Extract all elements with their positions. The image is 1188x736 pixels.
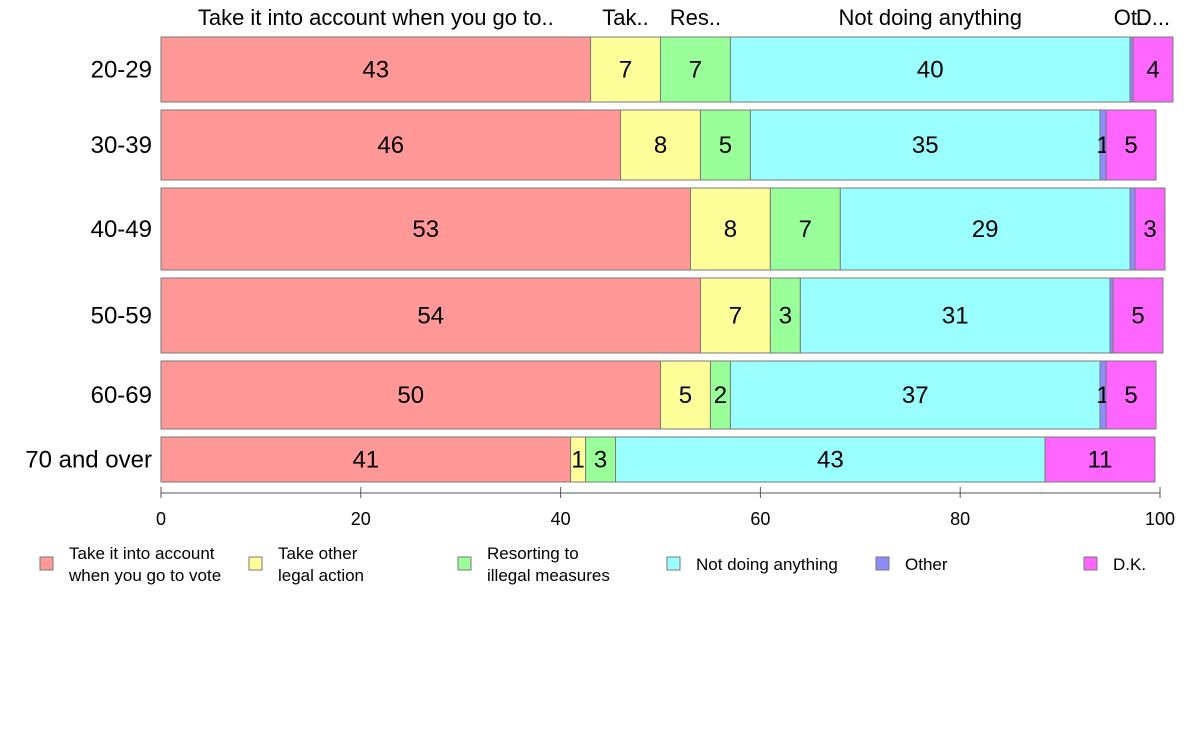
- column-header: D...: [1136, 5, 1170, 30]
- segment-value-label: 7: [729, 303, 742, 330]
- legend: Take it into account when you go to vote T…: [39, 544, 1146, 585]
- column-header: Take it into account when you go to..: [198, 5, 554, 30]
- x-tick-label: 80: [950, 509, 970, 529]
- bar-segment: [1132, 36, 1174, 103]
- category-label: 50-59: [91, 303, 152, 330]
- segment-value-label: 54: [417, 303, 444, 330]
- legend-label: legal action: [278, 566, 364, 585]
- x-tick-label: 60: [750, 509, 770, 529]
- segment-value-label: 8: [654, 132, 667, 159]
- bar-segment: [839, 187, 1131, 271]
- bar-segment: [689, 187, 771, 271]
- bar-segment: [1044, 436, 1156, 483]
- bar-segment: [1105, 109, 1157, 181]
- bar-segment: [160, 187, 691, 271]
- bar-segment: [729, 360, 1101, 430]
- segment-value-label: 7: [689, 57, 702, 84]
- segment-value-label: 31: [942, 303, 969, 330]
- bar-segment: [160, 277, 701, 354]
- bar-segment: [585, 436, 617, 483]
- legend-swatch: [875, 556, 890, 571]
- segment-value-label: 5: [679, 382, 692, 409]
- segment-value-label: 11: [1088, 447, 1113, 474]
- legend-swatch: [1083, 556, 1098, 571]
- column-header: Res..: [670, 5, 721, 30]
- bar-segment: [160, 360, 661, 430]
- bar-segment: [699, 109, 751, 181]
- bar-segment: [160, 36, 592, 103]
- row-labels: 20-29 30-39 40-49 50-59 60-69 70 and over: [25, 57, 152, 474]
- bar-segment: [620, 109, 701, 181]
- segment-value-label: 35: [912, 132, 939, 159]
- category-label: 40-49: [91, 216, 152, 243]
- segment-value-label: 7: [619, 57, 632, 84]
- bar-segment: [729, 36, 1131, 103]
- legend-swatch: [457, 556, 472, 571]
- bar-segment: [1112, 277, 1164, 354]
- legend-swatch: [666, 556, 681, 571]
- category-label: 60-69: [91, 382, 152, 409]
- x-tick-label: 40: [551, 509, 571, 529]
- bar-segment: [660, 360, 711, 430]
- column-header: Tak..: [602, 5, 648, 30]
- bar-segment: [769, 187, 841, 271]
- segment-value-label: 43: [817, 447, 844, 474]
- segment-value-label: 50: [397, 382, 424, 409]
- bar-segment: [699, 277, 771, 354]
- bar-segment: [660, 36, 731, 103]
- bar-segment: [799, 277, 1111, 354]
- bars: 43 7 7 40 446 8 5 35 1 553 8 7 29 354 7 3 31 550 5 2 37 1 541 1…: [160, 36, 1174, 483]
- segment-value-label: 53: [412, 216, 439, 243]
- bar-segment: [1105, 360, 1157, 430]
- bar-segment: [590, 36, 662, 103]
- segment-value-label: 40: [917, 57, 944, 84]
- segment-value-label: 3: [594, 447, 607, 474]
- legend-label: illegal measures: [487, 566, 610, 585]
- column-header: Ot..: [1114, 5, 1149, 30]
- x-axis: 0 20 40 60 80 100: [156, 487, 1175, 529]
- bar-segment: [1129, 187, 1136, 271]
- legend-label: D.K.: [1113, 555, 1146, 574]
- x-tick-label: 100: [1145, 509, 1175, 529]
- segment-value-label: 3: [779, 303, 792, 330]
- bar-segment: [749, 109, 1101, 181]
- segment-value-label: 2: [714, 382, 727, 409]
- legend-swatch: [248, 556, 263, 571]
- category-label: 20-29: [91, 57, 152, 84]
- category-label: 30-39: [91, 132, 152, 159]
- legend-label: Not doing anything: [696, 555, 838, 574]
- column-header: Not doing anything: [838, 5, 1021, 30]
- legend-label: Take other: [278, 544, 358, 563]
- legend-label: Resorting to: [487, 544, 579, 563]
- segment-value-label: 4: [1146, 57, 1159, 84]
- bar-segment: [769, 277, 801, 354]
- legend-swatch: [39, 556, 54, 571]
- segment-value-label: 5: [719, 132, 732, 159]
- segment-value-label: 1: [571, 447, 584, 474]
- segment-value-label: 41: [352, 447, 379, 474]
- legend-label: Take it into account: [69, 544, 215, 563]
- segment-value-label: 5: [1124, 132, 1137, 159]
- x-tick-label: 0: [156, 509, 166, 529]
- x-tick-label: 20: [351, 509, 371, 529]
- legend-label: when you go to vote: [68, 566, 221, 585]
- segment-value-label: 3: [1143, 216, 1156, 243]
- category-label: 70 and over: [25, 447, 152, 474]
- segment-value-label: 7: [799, 216, 812, 243]
- segment-value-label: 8: [724, 216, 737, 243]
- segment-value-label: 43: [362, 57, 389, 84]
- legend-label: Other: [905, 555, 948, 574]
- column-headers: Take it into account when you go to.. Tak…: [198, 5, 1170, 30]
- segment-value-label: 46: [377, 132, 404, 159]
- bar-segment: [615, 436, 1046, 483]
- segment-value-label: 29: [972, 216, 999, 243]
- segment-value-label: 5: [1124, 382, 1137, 409]
- bar-segment: [160, 109, 622, 181]
- segment-value-label: 5: [1131, 303, 1144, 330]
- bar-segment: [1134, 187, 1166, 271]
- segment-value-label: 37: [902, 382, 929, 409]
